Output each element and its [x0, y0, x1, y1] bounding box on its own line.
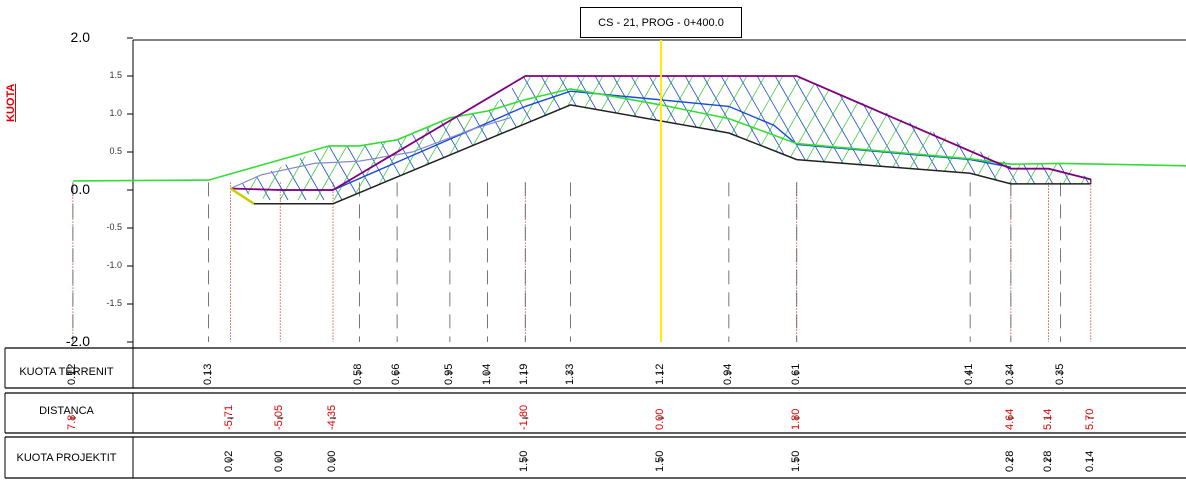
hatch-line	[1108, 60, 1186, 200]
hatch-line	[230, 76, 289, 201]
hatch-line	[1144, 60, 1186, 200]
hatch-line	[136, 60, 216, 200]
hatch-line	[891, 76, 973, 201]
hatch-line	[1053, 76, 1091, 201]
y-tick-label: 1.5	[109, 70, 122, 80]
design-elevation-label: 1.50	[789, 450, 802, 472]
hatch-line	[100, 60, 180, 200]
hatch-line	[230, 76, 271, 201]
distance-label: -5.05	[273, 404, 286, 430]
hatch-line	[1126, 60, 1186, 200]
terrain-elevation-label: 0.41	[963, 363, 976, 385]
terrain-elevation-label: 0.95	[442, 363, 455, 385]
hatch-line	[891, 76, 973, 201]
hatch-line	[837, 76, 919, 201]
design-elevation-label: 1.50	[654, 450, 666, 472]
y-tick-label: -1.5	[106, 298, 122, 308]
terrain-elevation-label: 0.94	[721, 363, 734, 385]
y-tick-label: 2.0	[70, 29, 90, 45]
row-label-distance: DISTANCA	[39, 405, 94, 417]
distance-label: 4.64	[1003, 408, 1016, 430]
distance-label: -5.71	[223, 404, 236, 430]
hatch-line	[1108, 60, 1186, 200]
terrain-elevation-label: 1.19	[518, 363, 531, 385]
hatch-line	[1144, 60, 1186, 200]
y-axis-label: KUOTA	[5, 83, 17, 122]
design-elevation-label: 0.28	[1041, 450, 1054, 472]
subgrade-profile	[230, 117, 511, 190]
hatch-line	[819, 76, 901, 201]
hatch-line	[423, 76, 505, 201]
hatch-line	[1071, 76, 1091, 201]
hatch-line	[945, 76, 1027, 201]
terrain-elevation-label: 1.04	[480, 363, 493, 385]
design-elevation-label: 0.14	[1083, 450, 1096, 472]
hatch-line	[230, 76, 235, 201]
hatch-line	[927, 76, 1009, 201]
y-tick-label: -1.0	[106, 260, 122, 270]
terrain-elevation-label: 1.12	[654, 363, 666, 385]
hatch-line	[1089, 76, 1091, 201]
terrain-elevation-label: 0.61	[789, 363, 802, 385]
distance-label: 5.14	[1041, 408, 1054, 430]
hatch-line	[783, 76, 865, 201]
hatch-line	[1162, 60, 1186, 200]
hatch-line	[1035, 76, 1091, 201]
distance-label: 7.8	[65, 414, 78, 430]
design-elevation-label: 1.50	[518, 450, 531, 472]
hatch-line	[369, 76, 451, 201]
terrain-line	[72, 88, 1186, 182]
hatch-line	[136, 60, 216, 200]
terrain-elevation-label: 0.58	[352, 363, 365, 385]
hatch-group	[100, 60, 1186, 201]
distance-label: 1.80	[789, 408, 802, 430]
distance-label: 0.00	[654, 408, 666, 430]
row-label-terrain: KUOTA TERRENIT	[19, 366, 114, 378]
hatch-line	[1162, 60, 1186, 200]
distance-label: -4.35	[326, 404, 338, 430]
hatch-line	[1126, 60, 1186, 200]
design-elevation-label: 0.28	[1003, 450, 1016, 472]
hatch-line	[405, 76, 487, 201]
slope-marker	[229, 187, 255, 205]
hatch-line	[801, 76, 883, 201]
hatch-line	[333, 76, 415, 201]
bottom-profile	[253, 104, 1091, 205]
terrain-elevation-label: 1.33	[563, 363, 576, 385]
distance-label: 5.70	[1083, 408, 1096, 430]
hatch-line	[387, 76, 469, 201]
hatch-line	[230, 76, 235, 201]
row-label-design: KUOTA PROJEKTIT	[16, 452, 117, 464]
y-tick-label: 0.5	[109, 146, 122, 156]
y-tick-label: -0.5	[106, 222, 122, 232]
hatch-line	[1180, 60, 1186, 200]
hatch-line	[100, 60, 180, 200]
terrain-elevation-label: 0.35	[1053, 363, 1066, 385]
hatch-line	[1180, 60, 1186, 200]
hatch-line	[855, 76, 937, 201]
hatch-line	[495, 76, 577, 201]
terrain-elevation-label: 0.34	[1003, 363, 1016, 385]
design-elevation-label: 0.00	[273, 450, 286, 472]
section-title: CS - 21, PROG - 0+400.0	[580, 7, 742, 38]
terrain-elevation-label: 0.12	[65, 363, 78, 385]
terrain-elevation-label: 0.13	[201, 363, 214, 385]
hatch-line	[230, 76, 307, 201]
distance-label: -1.80	[518, 404, 531, 430]
hatch-line	[963, 76, 1045, 201]
hatch-line	[1089, 76, 1091, 201]
design-elevation-label: 0.00	[326, 450, 338, 472]
y-tick-label: 0.0	[70, 181, 90, 197]
hatch-line	[873, 76, 955, 201]
design-elevation-label: 0.02	[223, 450, 236, 472]
y-tick-label: 1.0	[109, 108, 122, 118]
hatch-line	[118, 60, 198, 200]
terrain-elevation-label: 0.66	[390, 363, 403, 385]
hatch-line	[118, 60, 198, 200]
y-tick-label: -2.0	[65, 333, 90, 349]
